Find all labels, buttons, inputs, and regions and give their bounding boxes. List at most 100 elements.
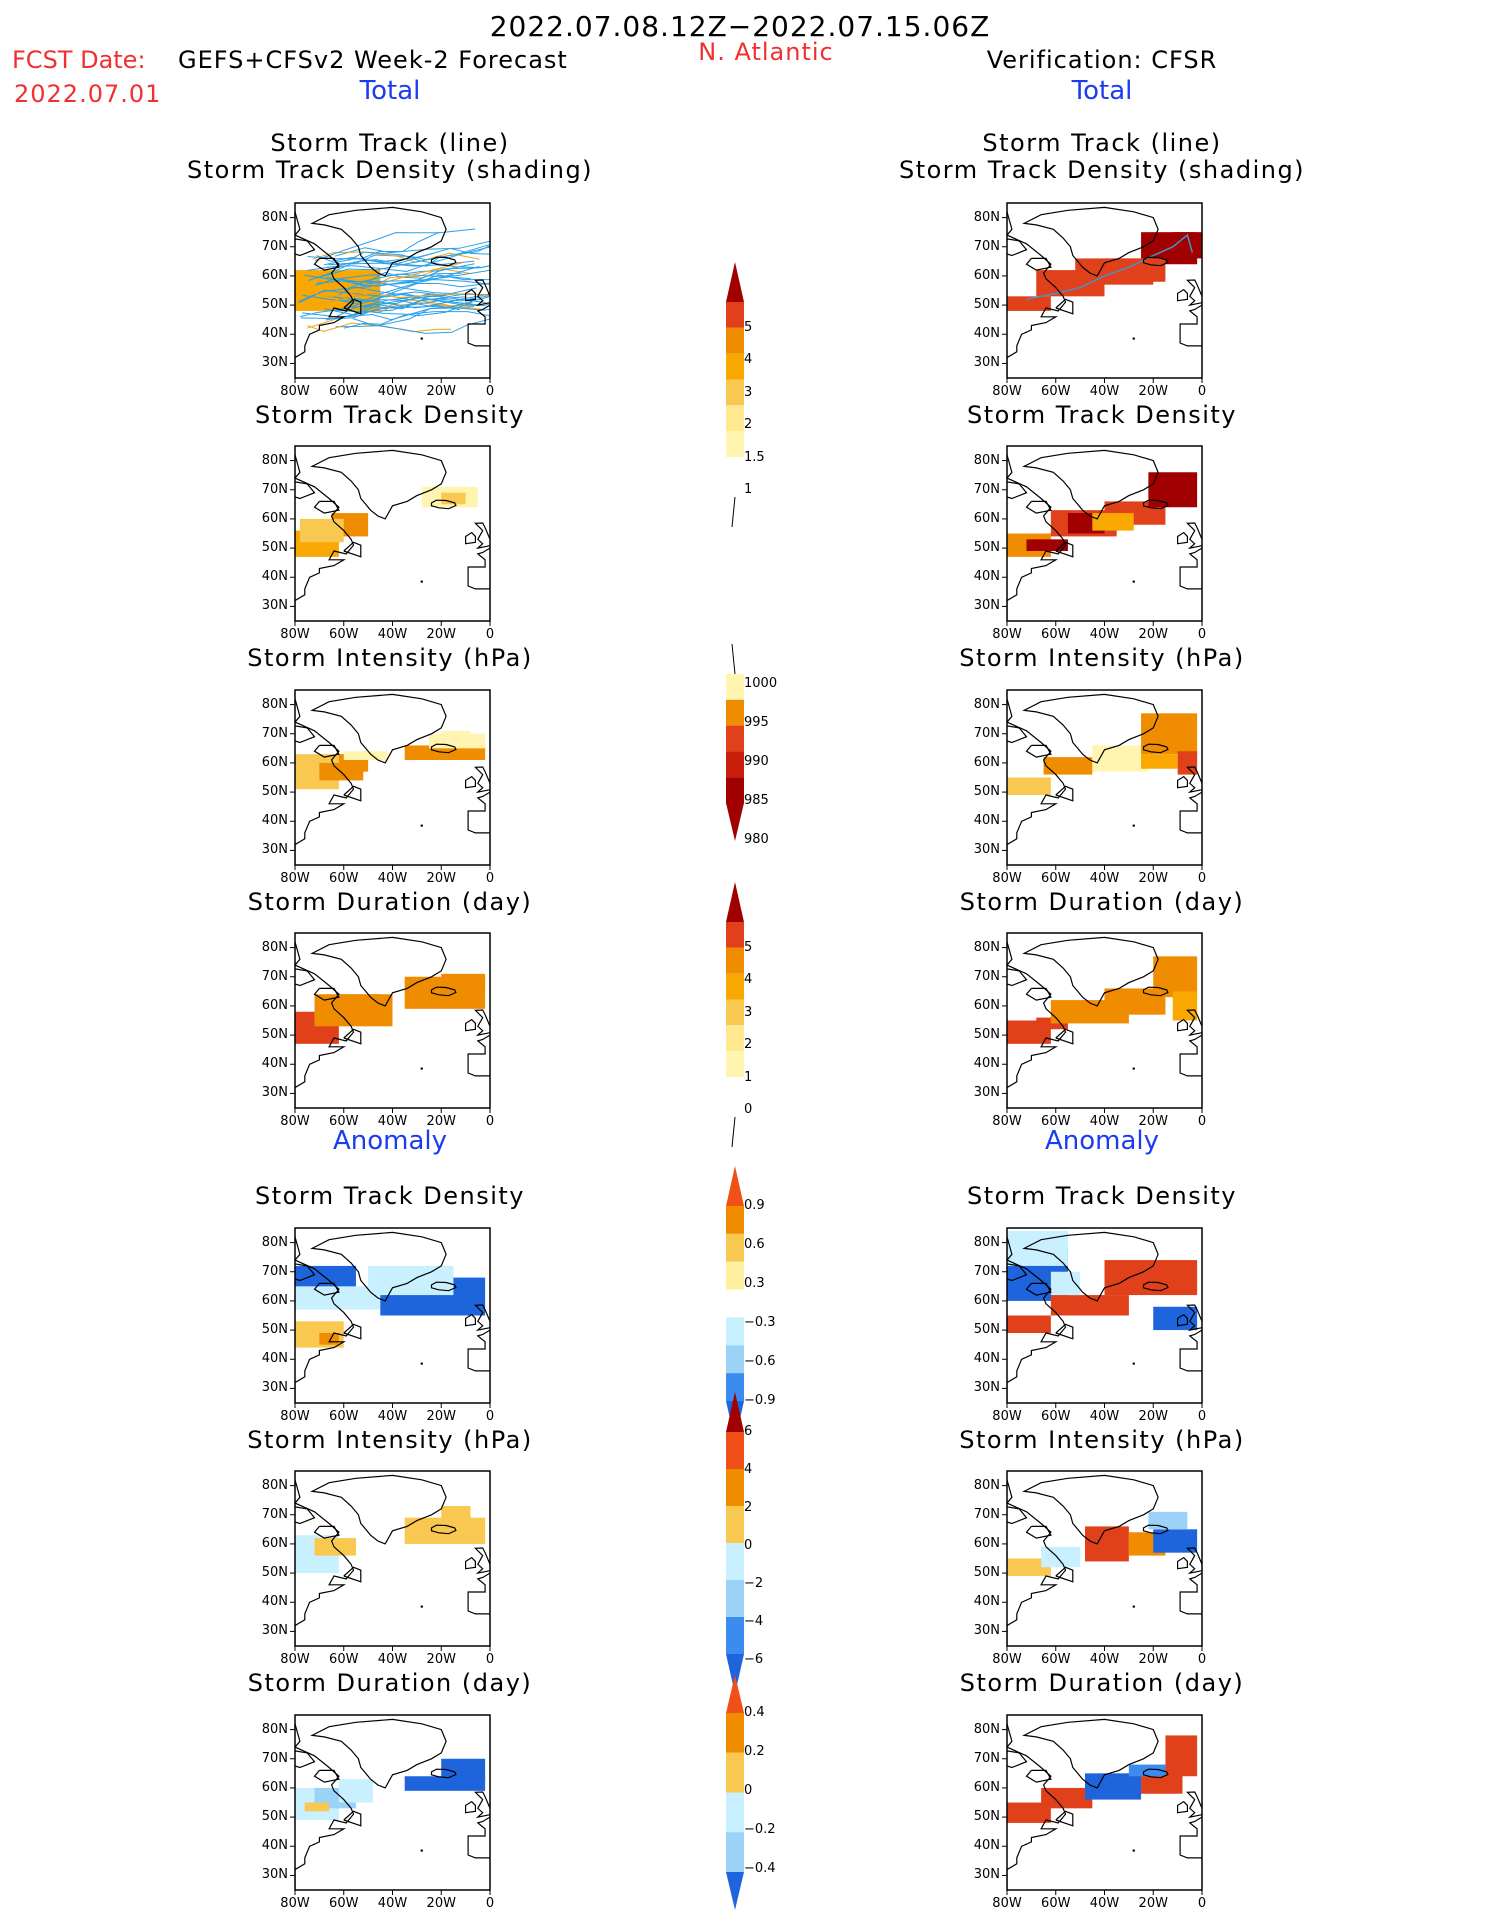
coastline (1007, 238, 1028, 257)
coastline (295, 968, 316, 987)
coastline (430, 986, 457, 997)
storm-track-line (364, 296, 490, 308)
shade-cell-obs_intensity-0 (1007, 777, 1051, 795)
coastline (343, 298, 362, 315)
lat-label: 80N (973, 209, 1000, 225)
shade-cell-obs_anom_duration-0 (1007, 1802, 1051, 1823)
panel-title-fcst-anom-intensity: Storm Intensity (hPa) (247, 1426, 533, 1454)
map-svg-fcst_track (290, 202, 491, 383)
shade-cell-fcst_anom_intensity-3 (441, 1506, 471, 1533)
coastline (1142, 1524, 1169, 1535)
coastline (1007, 968, 1028, 987)
coastline (1177, 775, 1188, 789)
colorbar-svg-colorbar_track_density (726, 262, 744, 528)
coastline (1022, 1718, 1159, 1789)
storm-track-line (1026, 233, 1194, 301)
panel-title-obs-anom-density: Storm Track Density (967, 1182, 1237, 1210)
lat-label: 40N (973, 1838, 1000, 1854)
coastline (313, 1282, 340, 1296)
colorbar-swatch (726, 1617, 744, 1654)
colorbar-svg-colorbar_anom_duration (726, 1675, 744, 1910)
coastline (1022, 1474, 1159, 1545)
colorbar-colorbar_anom_intensity: 6 4 2 0 −2 −4 −6 (722, 1392, 812, 1694)
lat-label: 50N (973, 1027, 1000, 1043)
left-total-label: Total (359, 76, 421, 106)
lat-label: 40N (973, 569, 1000, 585)
colorbar-label: 2 (744, 1037, 753, 1052)
lon-label: 20W (1138, 1409, 1168, 1424)
lon-label: 80W (992, 627, 1022, 642)
coastline (1022, 1231, 1159, 1302)
lon-label: 60W (1041, 1114, 1071, 1129)
coastline (1007, 725, 1028, 744)
coastline (1186, 1791, 1202, 1819)
lat-label: 60N (973, 754, 1000, 770)
lon-label: 0 (485, 1114, 495, 1129)
lat-label: 70N (261, 481, 288, 497)
shade-cell-fcst_anom_density-1 (295, 1286, 381, 1310)
lon-label: 80W (992, 1409, 1022, 1424)
lon-label: 20W (426, 1409, 456, 1424)
lon-label: 80W (992, 1652, 1022, 1667)
lon-label: 60W (329, 871, 359, 886)
coastline (313, 500, 340, 514)
colorbar-label: −0.6 (744, 1354, 776, 1369)
map-obs_anom_intensity: 80N 70N 60N 50N 40N 30N 80W 60W 40W 20W 0 (974, 1470, 1206, 1667)
lat-label: 80N (261, 1721, 288, 1737)
storm-track-line (298, 286, 457, 304)
azores-dot (1132, 1067, 1135, 1070)
colorbar-swatch (726, 1752, 744, 1793)
coastline (343, 1028, 362, 1045)
coastline (295, 1236, 355, 1403)
colorbar-label: −6 (744, 1652, 764, 1667)
lat-label: 80N (973, 1234, 1000, 1250)
panel-title-fcst-density: Storm Track Density (255, 401, 525, 429)
coastline (295, 1750, 316, 1769)
coastline (1207, 1538, 1222, 1550)
lat-label: 30N (973, 355, 1000, 371)
colorbar-swatch (726, 1675, 744, 1713)
colorbar-swatch (726, 1317, 744, 1346)
map-svg-fcst_anom_duration (290, 1714, 491, 1895)
lat-label: 30N (261, 598, 288, 614)
colorbar-swatch (726, 1713, 744, 1753)
lat-label: 30N (973, 1085, 1000, 1101)
lon-label: 40W (1089, 1409, 1120, 1424)
azores-dot (420, 580, 423, 583)
lon-label: 20W (426, 627, 456, 642)
colorbar-swatch (726, 302, 744, 328)
lat-label: 30N (973, 1867, 1000, 1883)
azores-dot (1132, 580, 1135, 583)
lon-label: 0 (1197, 1409, 1207, 1424)
colorbar-label: 1 (744, 482, 753, 497)
map-obs_duration: 80N 70N 60N 50N 40N 30N 80W 60W 40W 20W 0 (974, 932, 1206, 1129)
colorbar-tail (731, 496, 736, 528)
colorbar-label: 0.6 (744, 1237, 765, 1252)
storm-track-line (312, 251, 480, 263)
colorbar-label: 2 (744, 417, 753, 432)
lon-label: 20W (426, 1896, 456, 1911)
left-anomaly-label: Anomaly (332, 1126, 448, 1156)
lat-label: 50N (261, 1322, 288, 1338)
verification-title: Verification: CFSR (986, 46, 1218, 74)
colorbar-swatch (726, 1654, 744, 1694)
lon-label: 80W (280, 384, 310, 399)
colorbar-label: 0 (744, 1783, 753, 1798)
lon-label: 60W (1041, 1896, 1071, 1911)
coastline (495, 1000, 510, 1012)
lon-label: 40W (377, 1409, 408, 1424)
coastline (1007, 454, 1067, 621)
coastline (495, 1538, 510, 1550)
colorbar-swatch (726, 674, 744, 700)
lon-label: 40W (377, 384, 408, 399)
coastline (1055, 1028, 1074, 1045)
lon-label: 0 (485, 1896, 495, 1911)
coastline (1142, 743, 1169, 754)
lon-label: 60W (329, 1409, 359, 1424)
coastline (1207, 270, 1222, 282)
lat-label: 60N (973, 1779, 1000, 1795)
coastline (1177, 1018, 1188, 1032)
colorbar-swatch (726, 973, 744, 1000)
colorbar-swatch (726, 699, 744, 726)
lon-label: 80W (992, 1114, 1022, 1129)
